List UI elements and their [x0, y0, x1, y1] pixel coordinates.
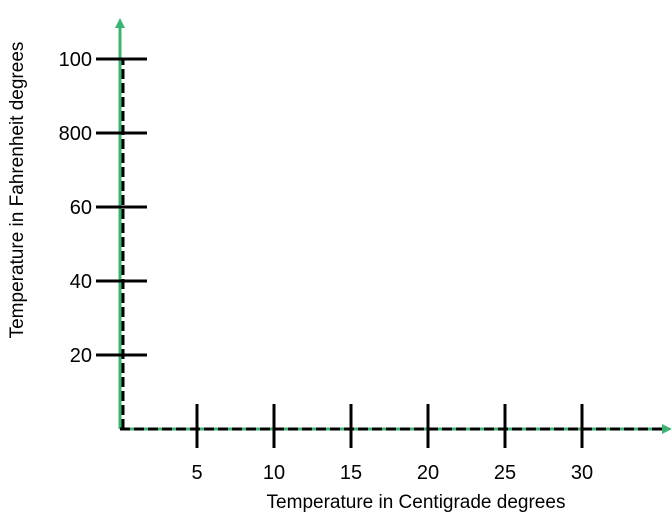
y-axis-label: Temperature in Fahrenheit degrees [7, 42, 28, 339]
y-tick-label: 40 [70, 271, 92, 293]
x-tick-label: 5 [191, 462, 202, 484]
x-tick-label: 25 [494, 462, 516, 484]
x-tick-label: 20 [417, 462, 439, 484]
x-tick-label: 30 [571, 462, 593, 484]
tick-labels: 5 10 15 20 25 30 20 40 60 800 100 [59, 49, 594, 484]
x-tick-label: 15 [340, 462, 362, 484]
ticks [96, 57, 584, 448]
y-tick-label: 800 [59, 123, 92, 145]
x-tick-label: 10 [263, 462, 285, 484]
axes [115, 18, 671, 434]
y-tick-label: 60 [70, 197, 92, 219]
y-tick-label: 100 [59, 49, 92, 71]
y-tick-label: 20 [70, 345, 92, 367]
x-axis-label: Temperature in Centigrade degrees [267, 492, 566, 513]
